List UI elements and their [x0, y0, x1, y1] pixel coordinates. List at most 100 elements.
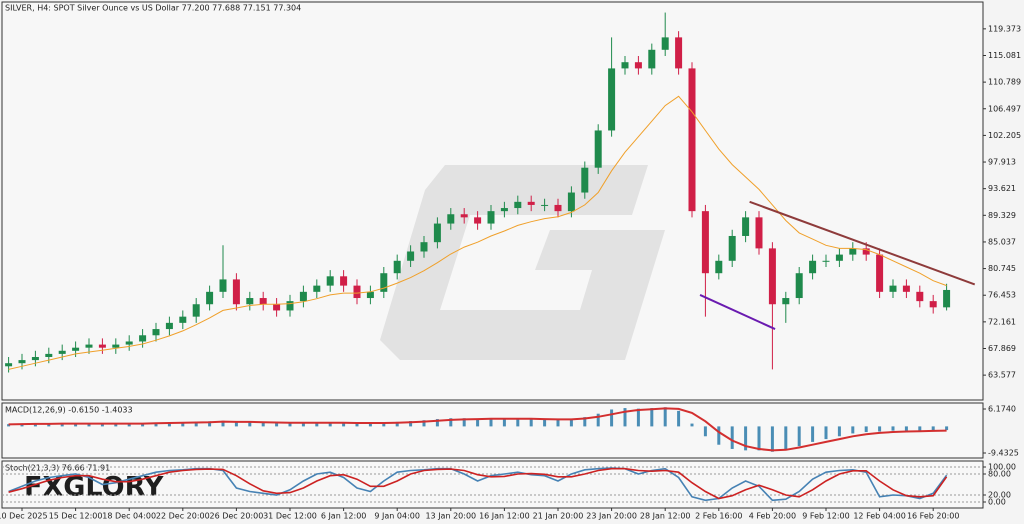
stoch-d	[8, 467, 948, 500]
candle-body	[715, 260, 723, 274]
macd-bar	[301, 423, 305, 427]
macd-bar	[851, 426, 855, 434]
candle-body	[943, 289, 951, 308]
macd-bar	[864, 426, 868, 433]
macd-bar	[556, 419, 560, 427]
candle-body	[675, 37, 683, 69]
x-tick-label: 9 Jan 04:00	[374, 512, 420, 521]
macd-bar	[824, 426, 828, 440]
macd-bar	[395, 421, 399, 427]
candle-body	[916, 291, 924, 302]
x-tick-label: 18 Dec 04:00	[102, 512, 156, 521]
candle-body	[31, 356, 39, 361]
macd-bar	[100, 423, 104, 427]
candle-body	[634, 62, 642, 69]
candle-body	[246, 298, 254, 305]
y-tick-label: -9.4325	[988, 448, 1019, 457]
macd-bar	[114, 423, 118, 427]
candle-body	[353, 285, 361, 299]
y-tick-label: 80.00	[988, 469, 1011, 478]
macd-bar	[20, 423, 24, 427]
macd-bar	[543, 419, 547, 427]
candle-body	[795, 273, 803, 299]
macd-bar	[878, 426, 882, 432]
candle-body	[701, 211, 709, 274]
stoch-k	[8, 467, 948, 502]
candle-body	[366, 291, 374, 299]
macd-bar	[328, 422, 332, 427]
candle-body	[98, 344, 106, 348]
candle-body	[876, 254, 884, 292]
main-panel	[1, 1, 984, 401]
x-tick-label: 13 Jan 20:00	[425, 512, 476, 521]
macd-bar	[945, 426, 949, 431]
macd-bar	[382, 422, 386, 427]
y-tick-label: 6.1740	[988, 404, 1016, 413]
y-tick-label: 110.789	[988, 78, 1021, 87]
macd-bar	[636, 408, 640, 427]
macd-bar	[677, 410, 681, 427]
candle-body	[889, 285, 897, 292]
candle-body	[326, 276, 334, 286]
candle-body	[809, 260, 817, 274]
candle-body	[460, 214, 468, 218]
candle-body	[594, 130, 602, 168]
macd-bar	[154, 423, 158, 427]
candle-body	[755, 217, 763, 249]
macd-bar	[744, 426, 748, 451]
trendline	[749, 200, 976, 286]
x-tick-label: 26 Dec 20:00	[209, 512, 263, 521]
macd-bar	[596, 413, 600, 427]
macd-bar	[342, 422, 346, 427]
macd-bar	[891, 426, 895, 431]
candle-body	[112, 344, 120, 348]
macd-bar	[74, 423, 78, 427]
macd-bar	[462, 418, 466, 427]
macd-bar	[650, 408, 654, 427]
macd-bar	[757, 426, 761, 451]
macd-bar	[663, 407, 667, 427]
candle-body	[728, 235, 736, 261]
chart-title: SILVER, H4: SPOT Silver Ounce vs US Doll…	[5, 4, 301, 13]
macd-bar	[7, 424, 11, 427]
macd-bar	[904, 426, 908, 431]
macd-bar	[208, 421, 212, 427]
candle-body	[742, 217, 750, 236]
y-tick-label: 85.037	[988, 237, 1016, 246]
candle-body	[835, 254, 843, 261]
candle-body	[313, 285, 321, 292]
y-tick-label: 102.205	[988, 131, 1021, 140]
x-tick-label: 9 Feb 12:00	[802, 512, 849, 521]
candle-body	[393, 260, 401, 274]
candle-body	[822, 260, 830, 262]
macd-bar	[221, 420, 225, 427]
macd-bar	[422, 420, 426, 427]
macd-bar	[248, 422, 252, 427]
candle-body	[58, 350, 66, 354]
candle-body	[433, 223, 441, 243]
candle-body	[72, 347, 80, 351]
macd-bar	[690, 423, 694, 427]
candle-body	[18, 360, 26, 364]
x-tick-label: 10 Dec 2025	[0, 512, 48, 521]
candle-body	[862, 248, 870, 255]
x-tick-label: 23 Jan 20:00	[586, 512, 637, 521]
macd-bar	[703, 426, 707, 437]
candle-body	[139, 335, 147, 342]
y-tick-label: 72.161	[988, 317, 1016, 326]
candle-body	[219, 279, 227, 292]
macd-bar	[409, 421, 413, 427]
candle-body	[273, 304, 281, 311]
x-tick-label: 16 Feb 20:00	[907, 512, 959, 521]
macd-bar	[194, 421, 198, 427]
macd-bar	[837, 426, 841, 437]
y-tick-label: 119.373	[988, 24, 1021, 33]
candle-body	[541, 204, 549, 206]
y-tick-label: 115.081	[988, 51, 1021, 60]
macd-bar	[717, 426, 721, 445]
candle-body	[407, 251, 415, 261]
candle-body	[621, 62, 629, 69]
candle-body	[192, 304, 200, 317]
